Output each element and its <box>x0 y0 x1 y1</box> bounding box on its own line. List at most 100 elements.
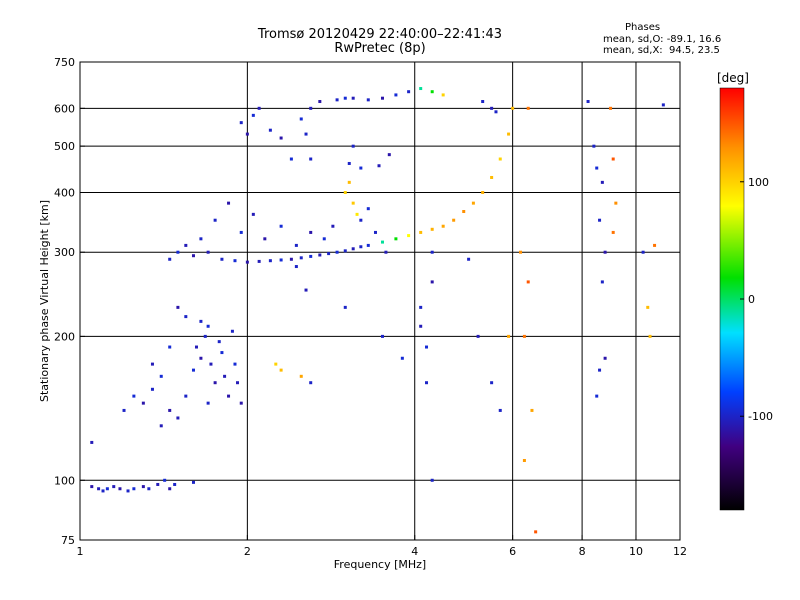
data-point <box>245 132 249 136</box>
data-point <box>191 254 195 258</box>
x-tick-label: 10 <box>629 545 643 558</box>
data-point <box>359 166 363 170</box>
data-point <box>141 485 145 489</box>
data-point <box>318 100 322 104</box>
data-point <box>530 408 534 412</box>
data-point <box>279 368 283 372</box>
data-point <box>184 243 188 247</box>
data-point <box>490 175 494 179</box>
data-point <box>206 401 210 405</box>
data-point <box>359 245 363 249</box>
data-point <box>176 305 180 309</box>
data-point <box>609 106 613 110</box>
data-point <box>603 356 607 360</box>
data-point <box>168 487 172 491</box>
data-point <box>380 96 384 100</box>
data-point <box>168 345 172 349</box>
y-axis-label: Stationary phase Virtual Height [km] <box>38 200 51 402</box>
data-point <box>595 394 599 398</box>
phases-stats-o: mean, sd,O: -89.1, 16.6 <box>603 34 722 45</box>
data-point <box>641 250 645 254</box>
data-point <box>268 259 272 263</box>
data-point <box>394 93 398 97</box>
data-point <box>419 230 423 234</box>
data-point <box>476 334 480 338</box>
data-point <box>184 315 188 319</box>
data-point <box>611 157 615 161</box>
data-point <box>118 487 122 491</box>
y-tick-label: 100 <box>54 474 75 487</box>
data-point <box>159 374 163 378</box>
data-point <box>380 334 384 338</box>
data-point <box>294 243 298 247</box>
data-point <box>598 368 602 372</box>
data-point <box>373 230 377 234</box>
data-point <box>173 482 177 486</box>
data-point <box>430 250 434 254</box>
data-point <box>209 362 213 366</box>
data-point <box>351 201 355 205</box>
data-point <box>498 408 502 412</box>
data-point <box>176 250 180 254</box>
data-point <box>239 121 243 125</box>
x-axis-ticks: 1 2 4 6 8 10 12 <box>77 535 687 558</box>
data-point <box>233 259 237 263</box>
data-point <box>419 87 423 91</box>
colorbar-tick-label: 0 <box>748 293 755 306</box>
data-point <box>522 458 526 462</box>
data-point <box>387 153 391 157</box>
data-point <box>304 132 308 136</box>
data-point <box>309 230 313 234</box>
data-point <box>600 280 604 284</box>
y-tick-label: 200 <box>54 330 75 343</box>
x-tick-label: 2 <box>244 545 251 558</box>
data-point <box>327 252 331 256</box>
data-point <box>245 260 249 264</box>
data-point <box>425 345 429 349</box>
data-point <box>126 489 130 493</box>
data-point <box>227 394 231 398</box>
data-point <box>257 259 261 263</box>
data-point <box>257 106 261 110</box>
data-point <box>213 381 217 385</box>
data-point <box>97 487 101 491</box>
data-point <box>494 110 498 114</box>
data-point <box>441 93 445 97</box>
data-point <box>191 368 195 372</box>
data-point <box>299 374 303 378</box>
data-point <box>309 106 313 110</box>
data-point <box>318 253 322 257</box>
data-point <box>343 96 347 100</box>
data-point <box>366 98 370 102</box>
data-point <box>206 324 210 328</box>
data-point <box>611 230 615 234</box>
data-point <box>441 224 445 228</box>
data-point <box>343 249 347 253</box>
x-tick-label: 1 <box>77 545 84 558</box>
data-point <box>661 103 665 107</box>
data-point <box>471 201 475 205</box>
data-point <box>112 485 116 489</box>
data-point <box>519 250 523 254</box>
colorbar-ticks: 100 0 -100 <box>740 176 773 423</box>
data-point <box>603 250 607 254</box>
data-point <box>507 334 511 338</box>
data-point <box>351 144 355 148</box>
data-point <box>452 218 456 222</box>
data-point <box>309 157 313 161</box>
data-point <box>299 117 303 121</box>
data-point <box>462 210 466 214</box>
data-point <box>191 480 195 484</box>
data-point <box>467 257 471 261</box>
data-point <box>343 305 347 309</box>
x-axis-label: Frequency [MHz] <box>334 558 426 571</box>
data-point <box>90 440 94 444</box>
data-point <box>347 180 351 184</box>
data-point <box>156 482 160 486</box>
data-point <box>223 374 227 378</box>
data-point <box>377 164 381 168</box>
plot-frame <box>79 61 681 541</box>
data-point <box>239 401 243 405</box>
data-point <box>526 280 530 284</box>
